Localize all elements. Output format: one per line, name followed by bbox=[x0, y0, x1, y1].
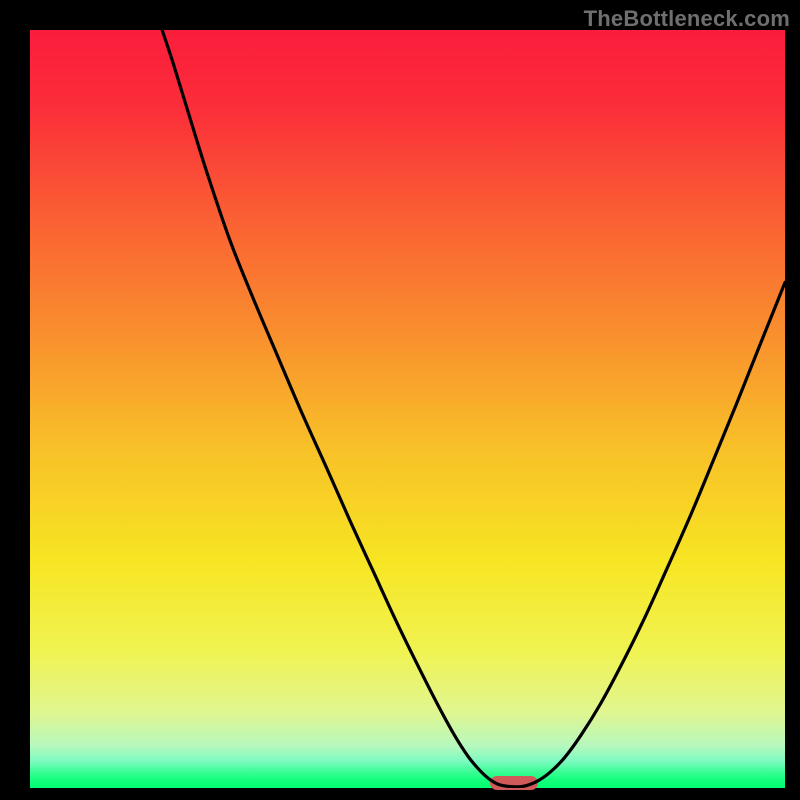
gradient-background bbox=[30, 30, 785, 788]
chart-container: TheBottleneck.com bbox=[0, 0, 800, 800]
watermark-text: TheBottleneck.com bbox=[584, 6, 790, 32]
plot-area bbox=[30, 30, 785, 788]
bottleneck-marker bbox=[490, 776, 538, 790]
